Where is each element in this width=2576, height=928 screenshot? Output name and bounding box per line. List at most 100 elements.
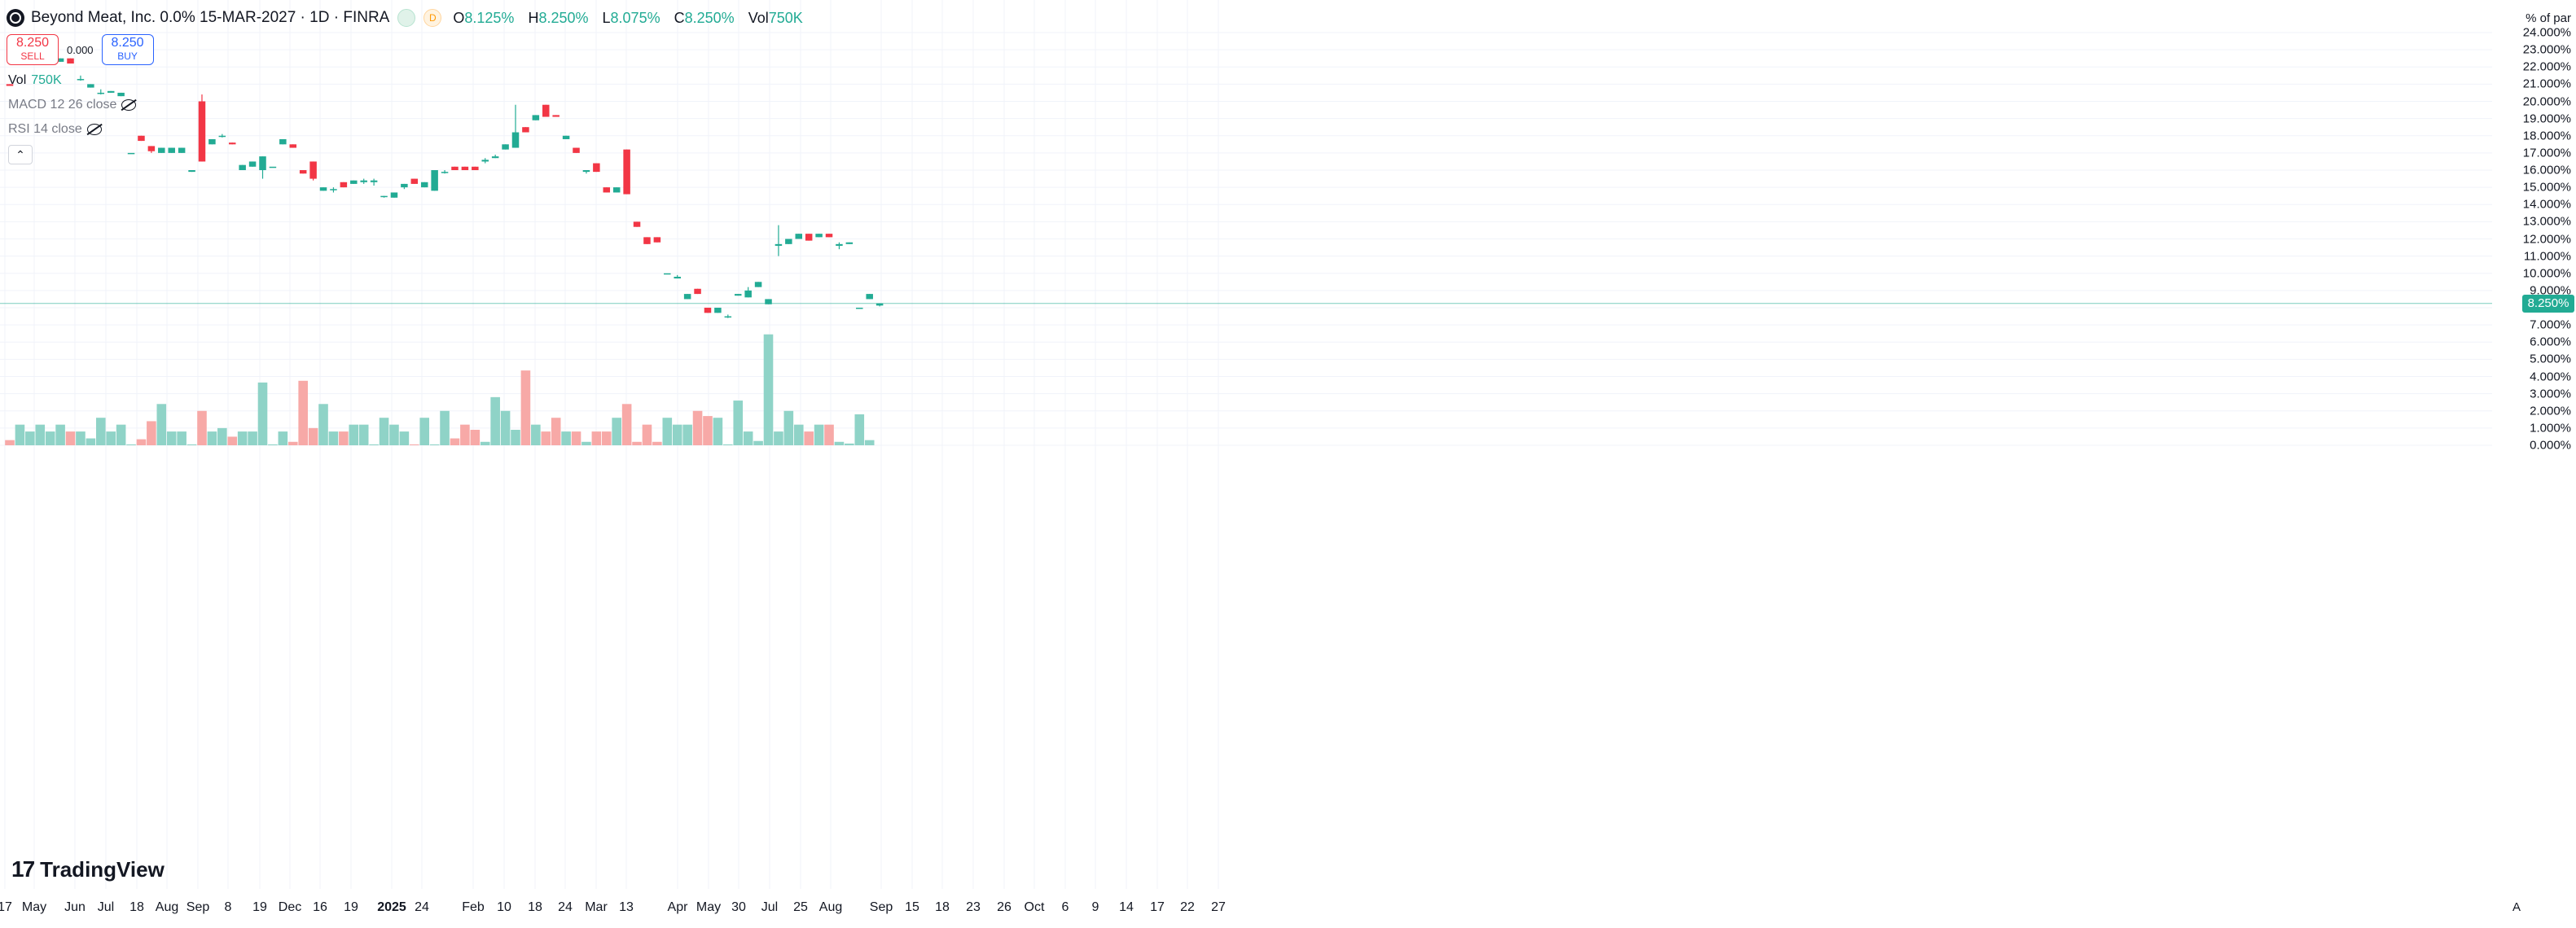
candle-body[interactable] <box>441 172 449 173</box>
candle-body[interactable] <box>350 180 358 184</box>
candle-body[interactable] <box>401 183 408 188</box>
candle-body[interactable] <box>795 234 803 239</box>
candle-body[interactable] <box>724 316 732 318</box>
candle-body[interactable] <box>511 132 520 148</box>
candle-body[interactable] <box>612 187 621 193</box>
delayed-data-icon[interactable]: D <box>423 9 442 27</box>
candle-body[interactable] <box>683 294 691 300</box>
candle-body[interactable] <box>330 189 337 190</box>
time-axis-label: May <box>21 900 47 914</box>
candle-body[interactable] <box>714 308 722 313</box>
candle-body[interactable] <box>198 101 206 162</box>
tradingview-logo[interactable]: 17 TradingView <box>11 856 165 882</box>
sell-button[interactable]: 8.250 SELL <box>7 34 59 65</box>
candle-body[interactable] <box>542 104 550 117</box>
candle-body[interactable] <box>866 294 873 300</box>
candle-body[interactable] <box>603 187 611 193</box>
candle-body[interactable] <box>168 147 175 153</box>
candle-body[interactable] <box>744 290 752 298</box>
candle-body[interactable] <box>97 92 105 94</box>
candle-body[interactable] <box>269 166 277 169</box>
candle-body[interactable] <box>420 182 428 188</box>
candle-body[interactable] <box>6 84 14 86</box>
candle-body[interactable] <box>856 308 863 309</box>
candle-body[interactable] <box>56 58 64 62</box>
candle-body[interactable] <box>370 180 378 182</box>
auto-scale-button[interactable]: A <box>2512 900 2521 914</box>
candle-body[interactable] <box>228 142 236 145</box>
candle-body[interactable] <box>522 127 529 133</box>
candle-body[interactable] <box>825 234 833 238</box>
candle-body[interactable] <box>785 239 792 244</box>
macd-indicator[interactable]: MACD 12 26 close <box>8 98 137 112</box>
symbol-title[interactable]: Beyond Meat, Inc. 0.0% 15-MAR-2027 · 1D … <box>31 9 390 26</box>
hidden-eye-icon[interactable] <box>121 98 137 111</box>
candle-body[interactable] <box>704 308 712 313</box>
candle-body[interactable] <box>319 187 327 191</box>
candle-body[interactable] <box>552 115 560 117</box>
candle-body[interactable] <box>218 135 226 138</box>
candle-body[interactable] <box>694 288 701 295</box>
candle-body[interactable] <box>390 192 398 198</box>
candle-body[interactable] <box>623 149 630 195</box>
candle-body[interactable] <box>845 242 854 244</box>
candle-body[interactable] <box>573 147 580 153</box>
rsi-indicator[interactable]: RSI 14 close <box>8 122 102 137</box>
volume-indicator[interactable]: Vol 750K <box>8 73 62 88</box>
candle-body[interactable] <box>178 147 186 153</box>
candle-body[interactable] <box>664 273 671 275</box>
candle-body[interactable] <box>754 282 762 287</box>
candle-body[interactable] <box>410 178 419 184</box>
candle-body[interactable] <box>158 147 165 153</box>
candle-body[interactable] <box>481 160 489 162</box>
candle-body[interactable] <box>239 164 246 170</box>
buy-button[interactable]: 8.250 BUY <box>101 34 154 65</box>
candle-body[interactable] <box>582 170 590 173</box>
candle-body[interactable] <box>279 138 287 145</box>
candle-body[interactable] <box>836 243 843 246</box>
candle-body[interactable] <box>765 299 772 304</box>
candle-body[interactable] <box>138 135 145 142</box>
candle-body[interactable] <box>653 237 661 243</box>
candle-body[interactable] <box>532 115 540 120</box>
candle-body[interactable] <box>259 156 266 170</box>
collapse-legend-button[interactable]: ⌃ <box>8 145 33 164</box>
hidden-eye-icon[interactable] <box>86 123 102 135</box>
candle-body[interactable] <box>502 144 509 150</box>
candle-body[interactable] <box>643 237 651 244</box>
candle-body[interactable] <box>805 234 813 241</box>
candle-body[interactable] <box>674 276 681 279</box>
candle-body[interactable] <box>734 294 742 296</box>
candle-body[interactable] <box>340 182 348 188</box>
candle-body[interactable] <box>87 84 94 88</box>
candle-body[interactable] <box>77 79 85 81</box>
candle-body[interactable] <box>248 161 257 167</box>
price-axis[interactable]: % of par 24.000% 23.000% 22.000% 21.000% 20.… <box>2492 0 2576 928</box>
candle-body[interactable] <box>127 152 135 155</box>
candle-body[interactable] <box>299 170 307 174</box>
candle-body[interactable] <box>451 166 459 170</box>
price-chart[interactable] <box>0 0 2492 928</box>
candle-body[interactable] <box>633 221 641 227</box>
candle-body[interactable] <box>360 180 367 182</box>
candle-body[interactable] <box>188 170 195 173</box>
candle-body[interactable] <box>491 156 499 159</box>
candle-body[interactable] <box>431 170 438 191</box>
candle-body[interactable] <box>562 135 570 139</box>
candle-body[interactable] <box>117 92 125 97</box>
candle-body[interactable] <box>67 58 74 64</box>
candle-body[interactable] <box>472 166 479 170</box>
candle-body[interactable] <box>107 90 115 93</box>
time-axis[interactable]: 17 May Jun Jul 18 Aug Sep 8 19 Dec 16 19 2025 24 Feb 10… <box>0 892 2492 928</box>
candle-body[interactable] <box>461 166 469 170</box>
candle-body[interactable] <box>815 234 823 238</box>
candle-body[interactable] <box>147 146 156 151</box>
candle-body[interactable] <box>289 144 297 148</box>
candle-body[interactable] <box>593 163 600 173</box>
candle-body[interactable] <box>775 243 783 246</box>
candle-body[interactable] <box>208 138 216 145</box>
market-status-icon[interactable] <box>397 9 416 27</box>
candle-body[interactable] <box>309 161 317 179</box>
candle-body[interactable] <box>875 303 884 306</box>
candle-body[interactable] <box>380 195 388 198</box>
